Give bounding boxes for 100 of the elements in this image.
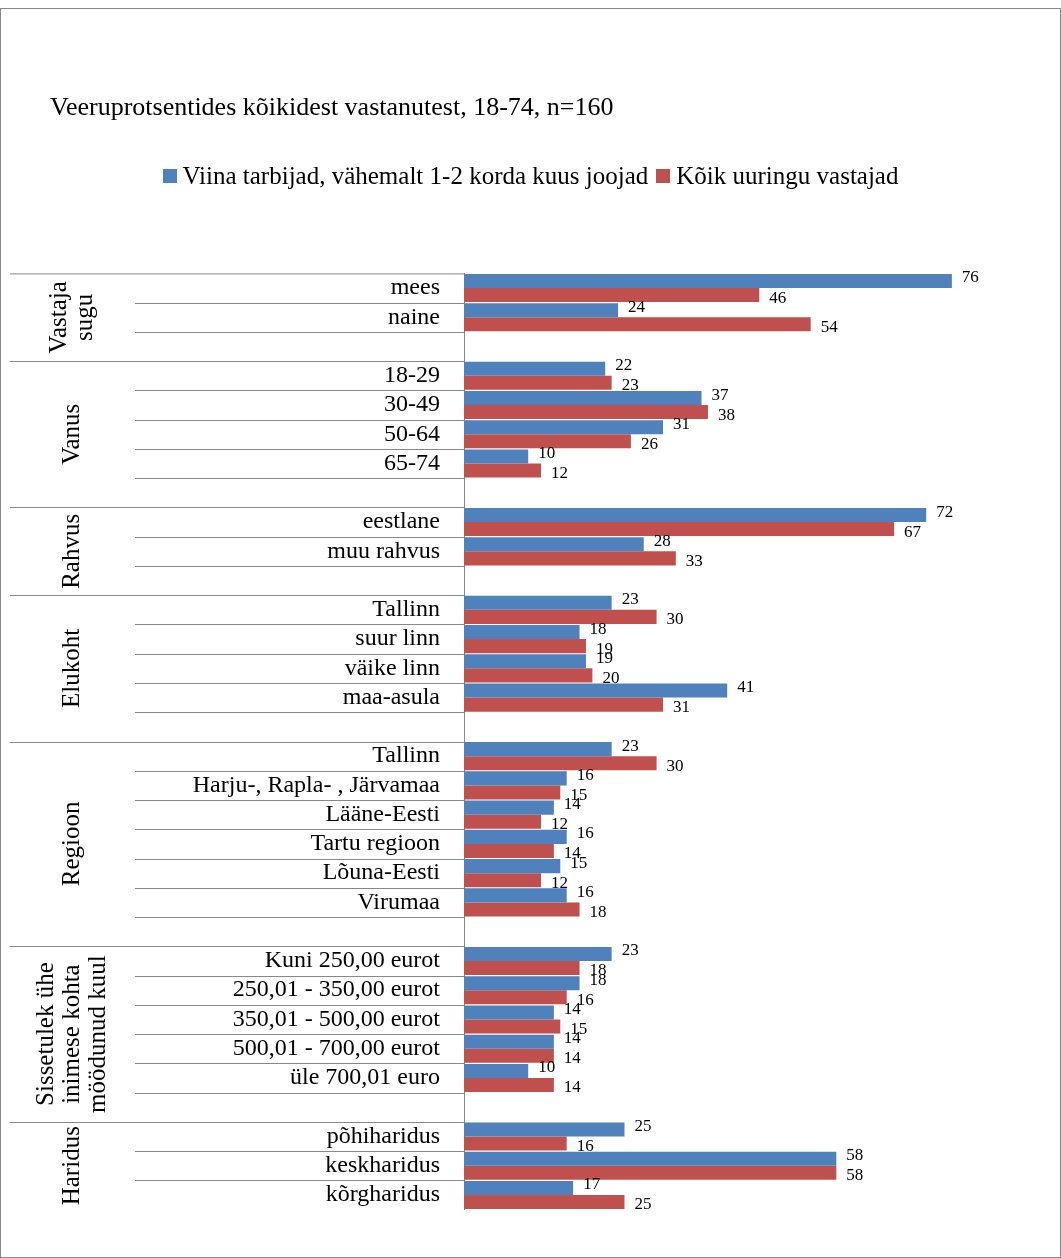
bar bbox=[464, 522, 895, 537]
bar bbox=[464, 697, 663, 712]
bar bbox=[464, 434, 631, 449]
bar bbox=[464, 463, 542, 478]
data-label: 30 bbox=[666, 609, 684, 629]
data-label: 22 bbox=[615, 355, 633, 375]
bar bbox=[464, 1019, 561, 1034]
bar bbox=[464, 946, 612, 961]
data-label: 33 bbox=[685, 550, 703, 570]
data-label: 16 bbox=[576, 764, 594, 784]
bar bbox=[464, 609, 657, 624]
bar bbox=[464, 625, 580, 640]
y-tick-label: Tallinn bbox=[372, 595, 440, 622]
text: Sissetulek ühe inimese kohta möödunud kuul bbox=[30, 955, 110, 1113]
data-label: 67 bbox=[904, 521, 922, 541]
y-tick-label: 30-49 bbox=[384, 390, 440, 417]
bar bbox=[464, 508, 927, 523]
data-label: 76 bbox=[961, 267, 979, 287]
data-label: 23 bbox=[621, 940, 639, 960]
bar bbox=[464, 683, 728, 698]
bar bbox=[464, 888, 567, 903]
y-tick-label: 50-64 bbox=[384, 419, 440, 446]
bar bbox=[464, 990, 567, 1005]
data-label: 20 bbox=[602, 667, 620, 687]
data-label: 18 bbox=[589, 901, 607, 921]
y-tick-label: eestlane bbox=[362, 507, 440, 534]
y-tick-label: põhiharidus bbox=[326, 1121, 440, 1148]
data-label: 23 bbox=[621, 375, 639, 395]
bar bbox=[464, 873, 542, 888]
bar bbox=[464, 668, 593, 683]
y-tick-label: Tartu regioon bbox=[310, 829, 440, 856]
text: Elukoht bbox=[56, 628, 84, 708]
y-tick-label: keskharidus bbox=[325, 1151, 440, 1178]
bar bbox=[464, 756, 657, 771]
y-tick-label: Lõuna-Eesti bbox=[322, 858, 441, 885]
bar bbox=[464, 1180, 574, 1195]
bar bbox=[464, 960, 580, 975]
y-tick-label: Harju-, Rapla- , Järvamaa bbox=[192, 770, 441, 797]
data-label: 14 bbox=[563, 1048, 582, 1068]
text: Regioon bbox=[56, 801, 84, 887]
data-label: 28 bbox=[653, 530, 671, 550]
text: Rahvus bbox=[56, 513, 84, 589]
text: Vanus bbox=[56, 403, 84, 465]
data-label: 54 bbox=[820, 316, 839, 336]
data-label: 23 bbox=[621, 735, 639, 755]
data-label: 10 bbox=[538, 1057, 556, 1077]
bar bbox=[464, 1165, 837, 1180]
y-tick-label: Tallinn bbox=[372, 741, 440, 768]
bar bbox=[464, 405, 708, 420]
legend-label: Viina tarbijad, vähemalt 1-2 korda kuus joojad bbox=[181, 162, 649, 189]
y-tick-label: kõrgharidus bbox=[325, 1180, 440, 1207]
y-tick-label: naine bbox=[388, 302, 440, 329]
y-tick-label: maa-asula bbox=[342, 682, 441, 709]
y-tick-label: üle 700,01 euro bbox=[290, 1063, 440, 1090]
bar bbox=[464, 1151, 837, 1166]
bar bbox=[464, 595, 612, 610]
data-label: 16 bbox=[576, 823, 594, 843]
data-label: 26 bbox=[640, 433, 658, 453]
bar bbox=[464, 1048, 554, 1063]
bar bbox=[464, 771, 567, 786]
bar bbox=[464, 537, 644, 552]
bar bbox=[464, 785, 561, 800]
data-label: 16 bbox=[576, 881, 594, 901]
bar bbox=[464, 800, 554, 815]
data-label: 46 bbox=[769, 287, 787, 307]
data-label: 37 bbox=[711, 384, 730, 404]
data-label: 23 bbox=[621, 589, 639, 609]
data-label: 14 bbox=[563, 1077, 582, 1097]
data-label: 58 bbox=[846, 1165, 864, 1185]
bar bbox=[464, 829, 567, 844]
bar bbox=[464, 273, 952, 289]
bar bbox=[464, 1136, 567, 1151]
bar bbox=[464, 1063, 529, 1078]
data-label: 31 bbox=[673, 697, 690, 717]
bar bbox=[464, 654, 586, 669]
bar bbox=[464, 1005, 554, 1020]
text: Haridus bbox=[56, 1126, 84, 1206]
text: Vastaja sugu bbox=[43, 281, 97, 354]
bar bbox=[464, 551, 676, 566]
bar bbox=[464, 420, 663, 435]
bar bbox=[464, 902, 580, 917]
bar bbox=[464, 317, 811, 332]
y-tick-label: muu rahvus bbox=[327, 536, 440, 563]
data-label: 30 bbox=[666, 755, 684, 775]
y-tick-label: suur linn bbox=[355, 624, 440, 651]
legend-label: Kõik uuringu vastajad bbox=[675, 162, 899, 189]
bar bbox=[464, 859, 561, 874]
bar bbox=[464, 303, 619, 318]
bar bbox=[464, 288, 760, 303]
data-label: 25 bbox=[634, 1115, 652, 1135]
bar bbox=[464, 814, 542, 829]
y-tick-label: 65-74 bbox=[384, 448, 440, 475]
y-tick-label: 350,01 - 500,00 eurot bbox=[232, 1004, 441, 1031]
y-tick-label: 18-29 bbox=[384, 361, 440, 388]
y-tick-label: väike linn bbox=[344, 653, 440, 680]
data-label: 31 bbox=[673, 413, 690, 433]
data-label: 18 bbox=[589, 618, 607, 638]
y-tick-label: Kuni 250,00 eurot bbox=[264, 946, 441, 973]
data-label: 38 bbox=[717, 404, 735, 424]
data-label: 10 bbox=[538, 443, 556, 463]
